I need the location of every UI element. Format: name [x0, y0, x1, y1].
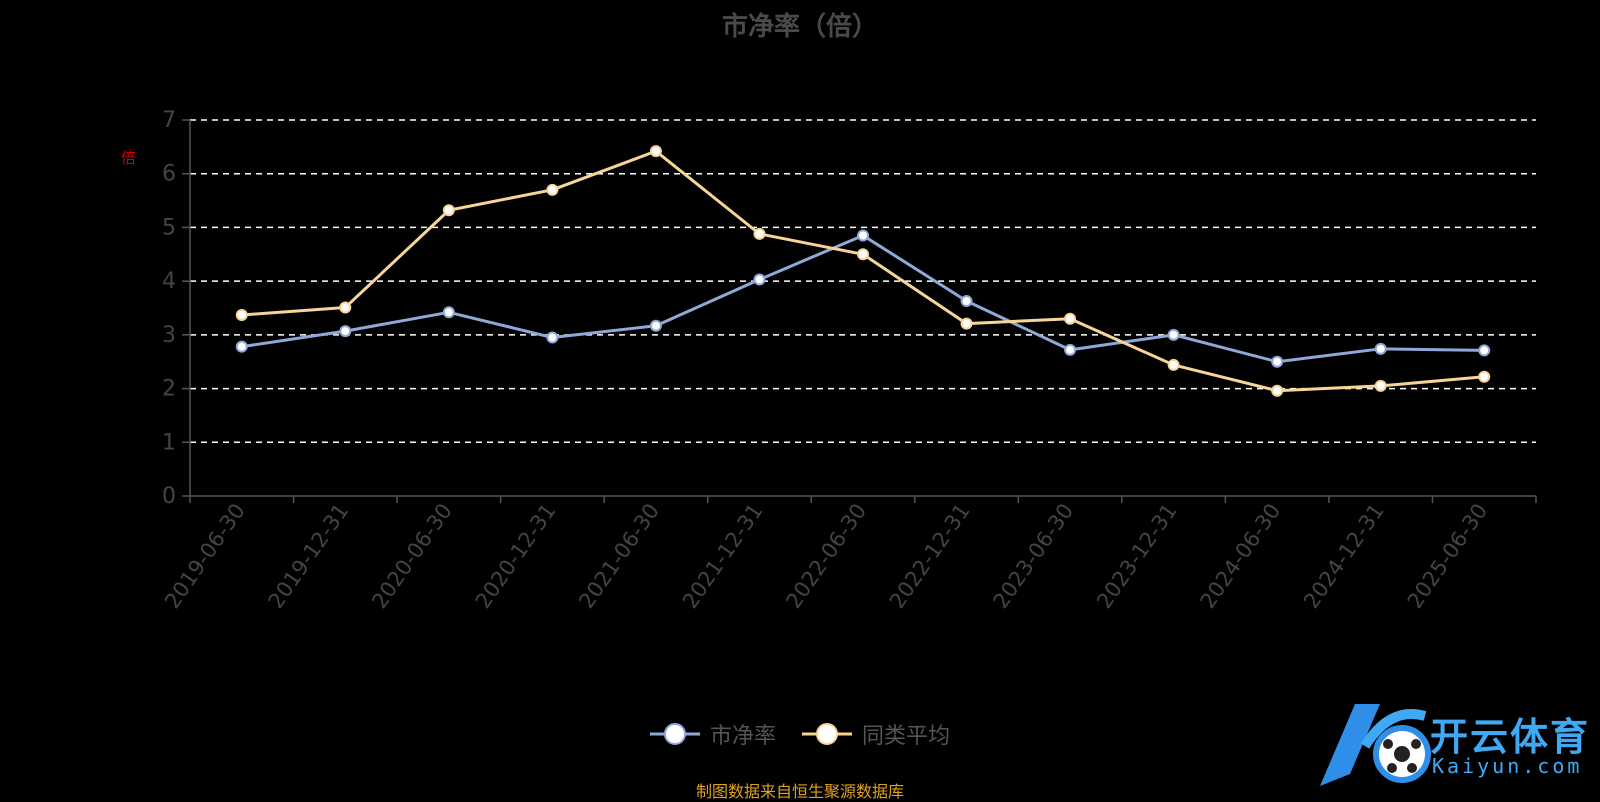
data-point-series-2[interactable] [235, 308, 248, 321]
x-tick-label: 2022-06-30 [781, 499, 871, 613]
data-point-series-1[interactable] [1064, 343, 1077, 356]
data-point-series-2[interactable] [1271, 384, 1284, 397]
data-point-series-1[interactable] [960, 295, 973, 308]
y-tick-label: 0 [162, 484, 176, 509]
data-point-series-2[interactable] [960, 317, 973, 330]
legend-item-series-1[interactable]: 市净率 [649, 718, 776, 750]
data-point-series-2[interactable] [753, 227, 766, 240]
legend-item-series-2[interactable]: 同类平均 [802, 718, 950, 750]
data-point-series-2[interactable] [339, 301, 352, 314]
legend-label-series-1: 市净率 [709, 724, 776, 749]
logo-text: 开云体育 [1430, 715, 1591, 759]
data-point-series-2[interactable] [649, 145, 662, 158]
data-point-series-1[interactable] [1167, 328, 1180, 341]
x-tick-label: 2023-12-31 [1092, 499, 1182, 613]
data-point-series-1[interactable] [1478, 344, 1491, 357]
kaiyun-logo-icon [1320, 704, 1431, 786]
chart-title: 市净率（倍） [721, 12, 878, 42]
legend: 市净率 同类平均 [0, 718, 1600, 750]
series-layer [235, 145, 1491, 397]
data-point-series-2[interactable] [1167, 358, 1180, 371]
x-tick-label: 2022-12-31 [885, 499, 975, 613]
y-axis-label: 倍 [119, 150, 137, 165]
logo-subtext: Kaiyun.com [1432, 754, 1583, 778]
data-point-series-1[interactable] [857, 229, 869, 242]
grid-lines [190, 119, 1536, 444]
x-tick-label: 2020-12-31 [471, 499, 561, 613]
data-point-series-2[interactable] [857, 248, 869, 261]
y-tick-label: 4 [162, 269, 176, 294]
data-point-series-1[interactable] [1271, 355, 1284, 368]
data-point-series-1[interactable] [546, 331, 559, 344]
legend-marker-series-2 [802, 723, 852, 745]
data-point-series-1[interactable] [235, 340, 248, 353]
x-tick-label: 2025-06-30 [1403, 499, 1493, 613]
y-tick-label: 1 [162, 430, 176, 455]
x-tick-label: 2021-12-31 [678, 499, 768, 613]
data-point-series-2[interactable] [1064, 312, 1077, 325]
source-note: 制图数据来自恒生聚源数据库 [695, 782, 904, 801]
x-tick-label: 2023-06-30 [989, 499, 1079, 613]
data-point-series-2[interactable] [1374, 379, 1387, 392]
y-tick-label: 7 [162, 108, 176, 133]
x-axis: 2019-06-30 2019-12-31 2020-06-30 2020-12-31… [160, 120, 1537, 613]
series-line-2 [241, 149, 1485, 393]
data-point-series-1[interactable] [753, 273, 766, 286]
y-tick-label: 3 [162, 323, 176, 348]
y-axis-ticks: 0 1 2 3 4 5 6 7 [162, 108, 190, 509]
data-point-series-1[interactable] [649, 319, 662, 332]
x-tick-label: 2024-06-30 [1196, 499, 1286, 613]
x-tick-label: 2024-12-31 [1299, 499, 1389, 613]
x-tick-label: 2019-06-30 [160, 499, 250, 613]
legend-marker-series-1 [649, 723, 700, 745]
x-tick-label: 2019-12-31 [264, 499, 354, 613]
y-tick-label: 5 [162, 215, 176, 240]
data-point-series-1[interactable] [442, 306, 455, 319]
y-tick-label: 6 [162, 162, 176, 187]
x-tick-label: 2020-06-30 [367, 499, 457, 613]
data-point-series-2[interactable] [442, 204, 455, 217]
x-tick-label: 2021-06-30 [574, 499, 664, 613]
data-point-series-2[interactable] [1478, 370, 1491, 383]
data-point-series-1[interactable] [1374, 342, 1387, 355]
y-tick-label: 2 [162, 377, 176, 402]
legend-label-series-2: 同类平均 [862, 724, 951, 749]
data-point-series-1[interactable] [339, 325, 352, 338]
data-point-series-2[interactable] [546, 183, 559, 196]
